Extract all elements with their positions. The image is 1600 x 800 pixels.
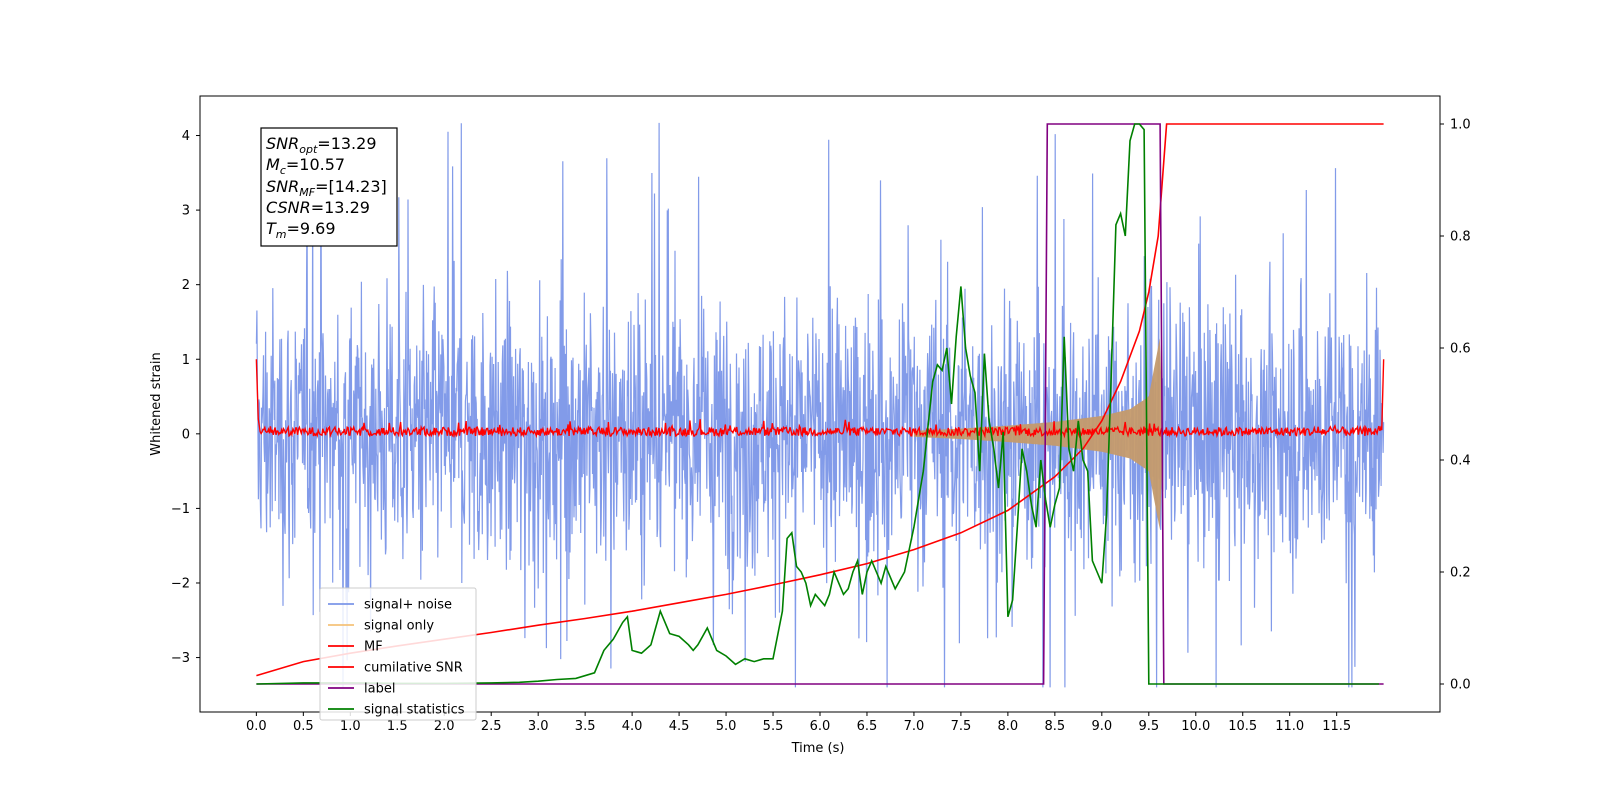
y2-tick-label: 0.4 (1450, 454, 1471, 469)
annotation-box: SNRopt=13.29 Mc=10.57 SNRMF=[14.23] CSNR… (260, 127, 398, 247)
x-tick-label: 0.5 (293, 719, 314, 734)
x-tick-label: 11.0 (1275, 719, 1304, 734)
x-tick-label: 2.5 (481, 719, 502, 734)
x-tick-label: 5.5 (763, 719, 784, 734)
y-tick-label: 0 (182, 427, 190, 442)
x-tick-label: 11.5 (1322, 719, 1351, 734)
legend-label: label (364, 682, 395, 697)
x-tick-label: 7.0 (904, 719, 925, 734)
annotation-tm: Tm=9.69 (266, 219, 336, 241)
x-tick-label: 6.0 (810, 719, 831, 734)
x-tick-label: 9.5 (1138, 719, 1159, 734)
annotation-snr-mf: SNRMF=[14.23] (266, 177, 387, 199)
annotation-mc: Mc=10.57 (266, 155, 345, 177)
x-tick-label: 8.5 (1045, 719, 1066, 734)
x-tick-label: 4.5 (669, 719, 690, 734)
y-tick-label: −3 (171, 651, 190, 666)
x-tick-label: 3.5 (575, 719, 596, 734)
legend: signal+ noise signal only MF cumilative SNR… (319, 587, 477, 721)
axes: 0.0 0.5 1.0 1.5 2.0 2.5 3.0 3.5 4.0 4.5 5.0 5.5 6.0 6… (171, 118, 1471, 735)
x-tick-label: 1.0 (340, 719, 361, 734)
annotation-snr-opt: SNRopt=13.29 (266, 134, 377, 156)
y-axis-label: Whitened strain (149, 352, 164, 455)
x-tick-label: 9.0 (1091, 719, 1112, 734)
y-tick-label: −2 (171, 576, 190, 591)
series-line-signal-noise (255, 122, 1385, 688)
x-tick-label: 0.0 (246, 719, 267, 734)
series-line-signal-statistics (256, 123, 1379, 685)
y2-tick-label: 0.0 (1450, 678, 1471, 693)
y2-tick-label: 0.8 (1450, 230, 1471, 245)
x-tick-label: 7.5 (951, 719, 972, 734)
x-tick-label: 5.0 (716, 719, 737, 734)
annotation-csnr: CSNR=13.29 (266, 198, 370, 217)
y-tick-label: −1 (171, 502, 190, 517)
x-tick-label: 8.0 (998, 719, 1019, 734)
legend-frame (319, 587, 477, 721)
y2-tick-label: 0.2 (1450, 566, 1471, 581)
y-tick-label: 3 (182, 204, 190, 219)
y2-tick-label: 1.0 (1450, 118, 1471, 133)
x-tick-label: 10.5 (1228, 719, 1257, 734)
legend-label: signal+ noise (364, 598, 452, 613)
legend-label: MF (364, 640, 383, 655)
x-axis-label: Time (s) (791, 741, 845, 756)
x-tick-label: 4.0 (622, 719, 643, 734)
x-tick-label: 2.0 (434, 719, 455, 734)
y-tick-label: 4 (182, 129, 190, 144)
x-tick-label: 10.0 (1181, 719, 1210, 734)
legend-label: signal statistics (364, 703, 465, 718)
annotation-frame (260, 127, 398, 247)
series-line-mf (255, 359, 1385, 439)
y-tick-label: 1 (182, 353, 190, 368)
series-area-signal-only (913, 338, 1163, 530)
x-tick-label: 3.0 (528, 719, 549, 734)
legend-label: signal only (364, 619, 434, 634)
x-tick-label: 1.5 (387, 719, 408, 734)
y2-tick-label: 0.6 (1450, 342, 1471, 357)
y-tick-label: 2 (182, 278, 190, 293)
legend-label: cumilative SNR (364, 661, 463, 676)
x-tick-label: 6.5 (857, 719, 878, 734)
